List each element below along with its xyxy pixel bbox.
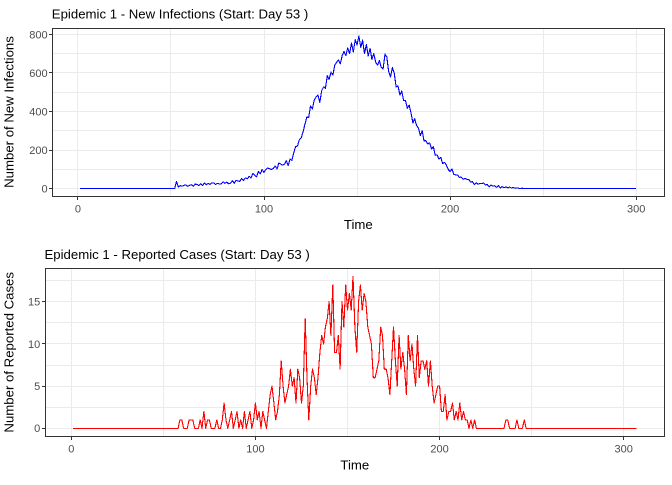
svg-text:0: 0 [75,203,81,215]
svg-text:15: 15 [28,297,40,309]
svg-text:800: 800 [29,29,47,41]
svg-text:Number of New Infections: Number of New Infections [2,36,17,188]
svg-text:Number of Reported Cases: Number of Reported Cases [2,272,17,433]
svg-text:10: 10 [28,339,40,351]
svg-text:5: 5 [34,381,40,393]
svg-text:0: 0 [34,423,40,435]
svg-text:300: 300 [627,203,645,215]
svg-text:0: 0 [68,444,74,456]
svg-text:400: 400 [29,106,47,118]
svg-text:600: 600 [29,68,47,80]
svg-text:200: 200 [441,203,459,215]
svg-text:100: 100 [246,444,264,456]
svg-text:Time: Time [344,217,373,232]
svg-text:200: 200 [29,145,47,157]
svg-text:200: 200 [430,444,448,456]
svg-text:Epidemic 1 - Reported Cases (S: Epidemic 1 - Reported Cases (Start: Day … [45,247,310,262]
svg-text:Time: Time [340,457,369,472]
svg-text:Epidemic 1 - New Infections (S: Epidemic 1 - New Infections (Start: Day … [52,7,309,22]
svg-text:0: 0 [41,184,47,196]
svg-text:100: 100 [255,203,273,215]
svg-text:300: 300 [615,444,633,456]
